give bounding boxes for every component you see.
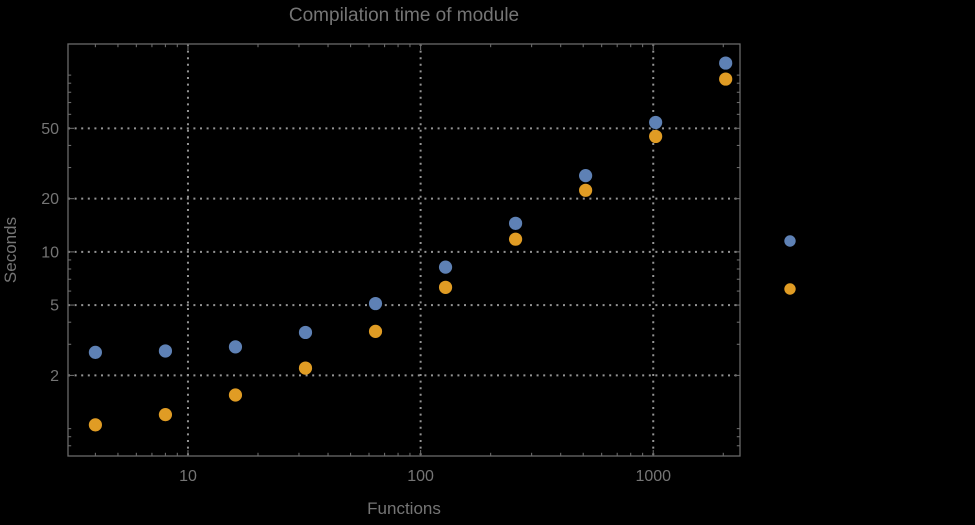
data-point-series-1-blue-x8 (158, 344, 173, 358)
data-point-series-2-orange-x2048 (719, 72, 733, 86)
x-tick-label-1000: 1000 (635, 468, 671, 485)
legend-marker-series-2-orange (784, 283, 796, 295)
y-tick-label-50: 50 (41, 121, 59, 138)
y-tick-label-5: 5 (50, 298, 59, 315)
y-tick-label-20: 20 (41, 191, 59, 208)
data-point-series-1-blue-x512 (579, 169, 593, 183)
data-point-series-1-blue-x32 (298, 325, 313, 340)
data-point-series-1-blue-x2048 (719, 56, 733, 70)
data-point-series-2-orange-x512 (579, 183, 593, 197)
data-point-series-1-blue-x64 (368, 296, 383, 311)
x-tick-label-10: 10 (179, 468, 197, 485)
data-point-series-1-blue-x256 (508, 216, 523, 230)
y-tick-label-10: 10 (41, 244, 59, 261)
data-point-series-2-orange-x32 (298, 361, 313, 375)
data-point-series-2-orange-x128 (438, 280, 453, 294)
y-tick-label-2: 2 (50, 368, 59, 385)
plot-frame (67, 43, 741, 457)
data-point-series-2-orange-x4 (88, 418, 102, 432)
data-point-series-2-orange-x16 (228, 388, 243, 402)
data-point-series-2-orange-x64 (368, 324, 383, 338)
data-point-series-2-orange-x256 (508, 232, 523, 246)
data-point-series-1-blue-x4 (88, 345, 102, 359)
data-point-series-2-orange-x1024 (649, 129, 663, 144)
data-point-series-2-orange-x8 (158, 408, 173, 422)
data-point-series-1-blue-x1024 (649, 115, 663, 130)
chart-title: Compilation time of module (288, 5, 520, 26)
data-point-series-1-blue-x16 (228, 340, 243, 354)
x-axis-label: Functions (367, 499, 441, 518)
x-tick-label-100: 100 (407, 468, 434, 485)
data-point-series-1-blue-x128 (438, 260, 453, 274)
legend-marker-series-1-blue (784, 235, 796, 247)
y-axis-label: Seconds (1, 216, 20, 284)
